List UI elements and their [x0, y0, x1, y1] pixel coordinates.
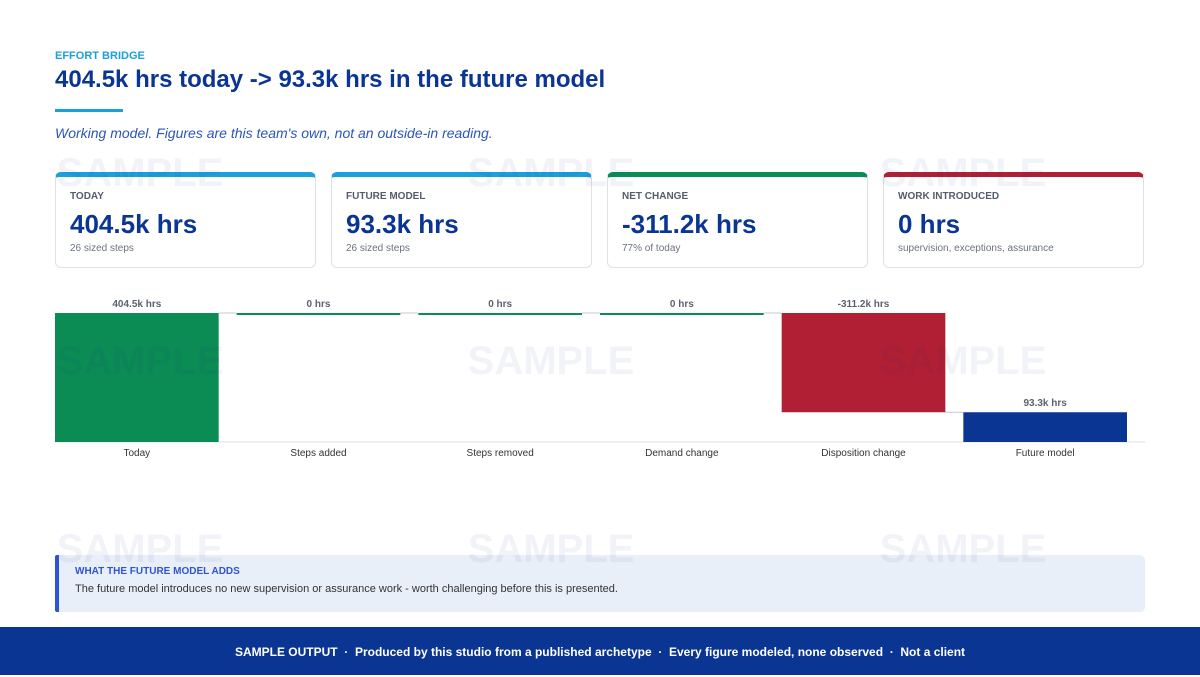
footer: SAMPLE OUTPUT · Produced by this studio …	[0, 627, 1200, 675]
kpi-label: FUTURE MODEL	[346, 191, 426, 202]
kpi-label: WORK INTRODUCED	[898, 191, 1000, 202]
callout-accent	[55, 555, 59, 612]
kpi-value: -311.2k hrs	[622, 209, 757, 239]
kpi-note: 26 sized steps	[346, 243, 410, 254]
title-rule	[55, 109, 123, 112]
kpi-card: NET CHANGE -311.2k hrs 77% of today	[607, 172, 868, 268]
category-label: Disposition change	[821, 448, 906, 459]
callout-title: WHAT THE FUTURE MODEL ADDS	[75, 566, 240, 577]
category-label: Demand change	[645, 448, 719, 459]
value-label: 0 hrs	[488, 299, 512, 310]
kpi-value: 404.5k hrs	[70, 209, 198, 239]
bar	[236, 313, 401, 315]
value-label: 0 hrs	[307, 299, 331, 310]
kpi-note: 26 sized steps	[70, 243, 134, 254]
kpi-label: TODAY	[70, 191, 104, 202]
kpi-card: FUTURE MODEL 93.3k hrs 26 sized steps	[331, 172, 592, 268]
category-label: Steps added	[290, 448, 346, 459]
bar	[781, 313, 946, 413]
subtitle: Working model. Figures are this team's o…	[55, 125, 493, 141]
kpi-card: TODAY 404.5k hrs 26 sized steps	[55, 172, 316, 268]
category-label: Steps removed	[467, 448, 534, 459]
value-label: 404.5k hrs	[112, 299, 161, 310]
bar	[600, 313, 764, 315]
kpi-note: 77% of today	[622, 243, 681, 254]
kpi-value: 0 hrs	[898, 209, 961, 239]
kpi-note: supervision, exceptions, assurance	[898, 243, 1054, 254]
title: 404.5k hrs today -> 93.3k hrs in the fut…	[55, 66, 606, 93]
kpi-value: 93.3k hrs	[346, 209, 459, 239]
category-label: Today	[123, 448, 150, 459]
bar	[963, 412, 1127, 442]
kpi-card: WORK INTRODUCED 0 hrs supervision, excepti…	[883, 172, 1144, 268]
kicker: EFFORT BRIDGE	[55, 50, 145, 62]
kpi-label: NET CHANGE	[622, 191, 689, 202]
value-label: 0 hrs	[670, 299, 694, 310]
callout: WHAT THE FUTURE MODEL ADDS The future mo…	[55, 555, 1145, 612]
value-label: -311.2k hrs	[838, 299, 890, 310]
category-label: Future model	[1016, 448, 1075, 459]
value-label: 93.3k hrs	[1023, 398, 1067, 409]
callout-text: The future model introduces no new super…	[75, 583, 618, 595]
bar	[418, 313, 582, 315]
bar	[55, 313, 219, 442]
